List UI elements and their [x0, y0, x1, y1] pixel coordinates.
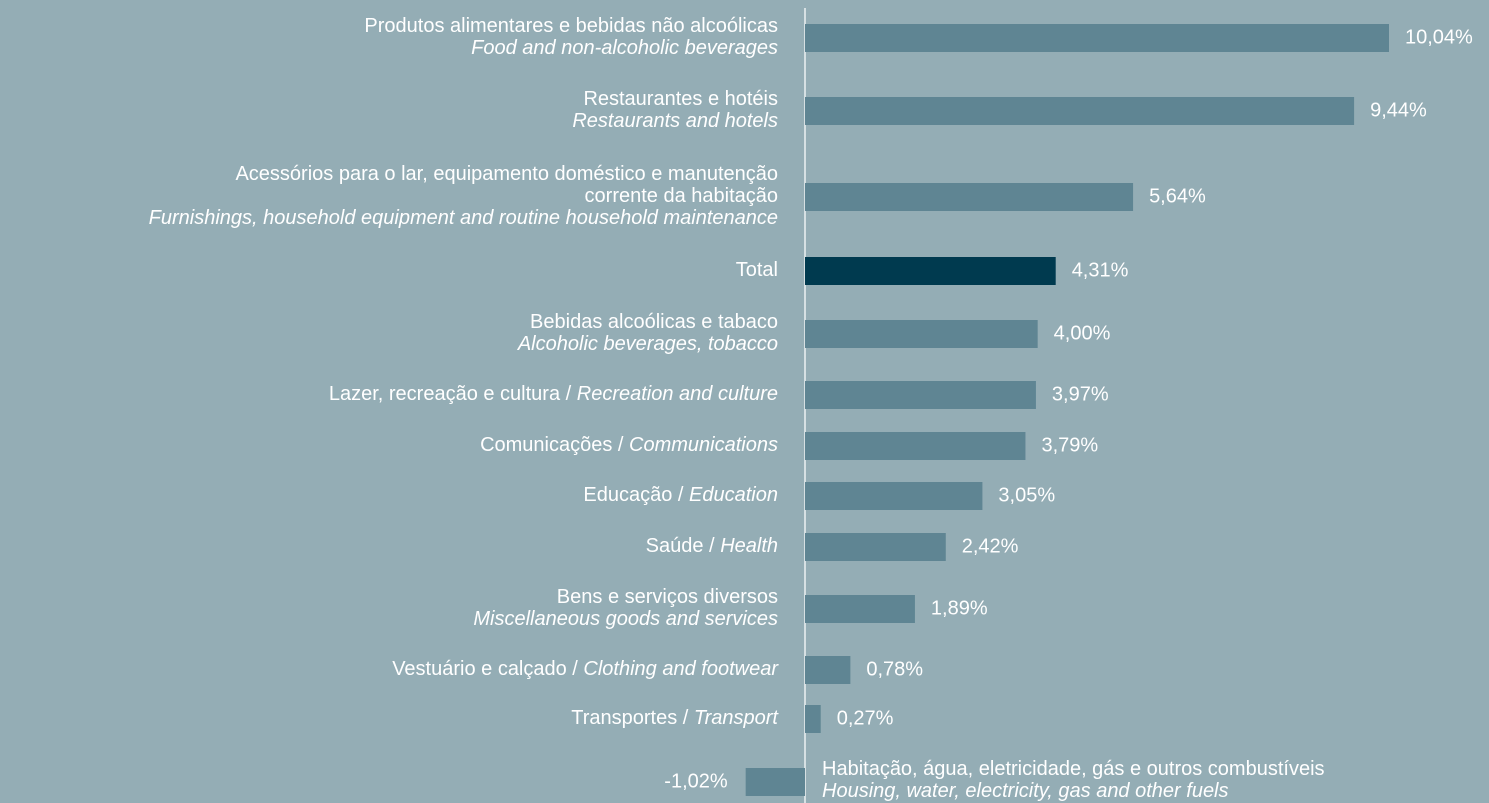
category-label-part: Food and non-alcoholic beverages [471, 37, 778, 59]
value-label: 4,00% [1054, 322, 1111, 344]
value-label: 4,31% [1072, 259, 1129, 281]
category-label: Furnishings, household equipment and rou… [149, 207, 778, 229]
category-label: Comunicações / Communications [480, 434, 778, 456]
category-label: corrente da habitação [585, 185, 778, 207]
category-label: Housing, water, electricity, gas and oth… [822, 780, 1229, 802]
category-label-part: Restaurantes e hotéis [583, 88, 778, 110]
category-label: Produtos alimentares e bebidas não alcoó… [364, 15, 778, 37]
category-label: Transportes / Transport [571, 707, 779, 729]
category-label-part: Habitação, água, eletricidade, gás e out… [822, 758, 1325, 780]
category-label-part: Restaurants and hotels [572, 110, 778, 132]
category-label: Vestuário e calçado / Clothing and footw… [392, 658, 779, 680]
category-label: Total [736, 259, 778, 281]
category-label: Educação / Education [583, 484, 778, 506]
category-label-part: Transport [694, 707, 780, 729]
value-label: 2,42% [962, 535, 1019, 557]
category-label-part: Total [736, 259, 778, 281]
bar [805, 320, 1038, 348]
value-label: 5,64% [1149, 185, 1206, 207]
category-label: Acessórios para o lar, equipamento domés… [235, 163, 778, 185]
bar [805, 183, 1134, 211]
category-label-part: Saúde / [646, 535, 721, 557]
bar [805, 482, 983, 510]
category-label-part: Housing, water, electricity, gas and oth… [822, 780, 1229, 802]
category-label-part: Clothing and footwear [583, 658, 779, 680]
value-label: 9,44% [1370, 99, 1427, 121]
category-label: Alcoholic beverages, tobacco [517, 333, 778, 355]
value-label: 0,27% [837, 707, 894, 729]
bar [805, 97, 1355, 125]
value-label: 3,05% [998, 484, 1055, 506]
value-label: 3,97% [1052, 383, 1109, 405]
category-label-part: Produtos alimentares e bebidas não alcoó… [364, 15, 778, 37]
category-label-part: Bebidas alcoólicas e tabaco [530, 311, 778, 333]
value-label: -1,02% [664, 770, 728, 792]
value-label: 10,04% [1405, 26, 1473, 48]
bar [805, 595, 915, 623]
category-label-part: Educação / [583, 484, 689, 506]
category-label-part: Communications [629, 434, 778, 456]
category-label-part: Vestuário e calçado / [392, 658, 583, 680]
category-label-part: Miscellaneous goods and services [473, 608, 778, 630]
value-label: 3,79% [1041, 434, 1098, 456]
bar [745, 768, 805, 796]
category-label-part: Comunicações / [480, 434, 629, 456]
category-label-part: Acessórios para o lar, equipamento domés… [235, 163, 778, 185]
category-label-part: Education [689, 484, 778, 506]
category-label: Bens e serviços diversos [557, 586, 778, 608]
category-label: Lazer, recreação e cultura / Recreation … [329, 383, 778, 405]
category-label-part: Transportes / [571, 707, 694, 729]
category-label-part: Recreation and culture [577, 383, 778, 405]
bar [805, 432, 1026, 460]
category-label-part: Health [720, 535, 778, 557]
value-label: 0,78% [866, 658, 923, 680]
category-label-part: Lazer, recreação e cultura / [329, 383, 577, 405]
bar [805, 705, 821, 733]
bar [805, 24, 1389, 52]
category-label: Miscellaneous goods and services [473, 608, 778, 630]
category-label: Food and non-alcoholic beverages [471, 37, 778, 59]
bar [805, 533, 946, 561]
category-label: Restaurantes e hotéis [583, 88, 778, 110]
bar [805, 257, 1056, 285]
category-label: Bebidas alcoólicas e tabaco [530, 311, 778, 333]
category-label-part: Bens e serviços diversos [557, 586, 778, 608]
category-label-part: Alcoholic beverages, tobacco [517, 333, 778, 355]
category-label-part: corrente da habitação [585, 185, 778, 207]
bar [805, 381, 1036, 409]
category-label: Saúde / Health [646, 535, 778, 557]
category-label: Habitação, água, eletricidade, gás e out… [822, 758, 1325, 780]
value-label: 1,89% [931, 597, 988, 619]
bar [805, 656, 851, 684]
category-label-part: Furnishings, household equipment and rou… [149, 207, 778, 229]
category-label: Restaurants and hotels [572, 110, 778, 132]
